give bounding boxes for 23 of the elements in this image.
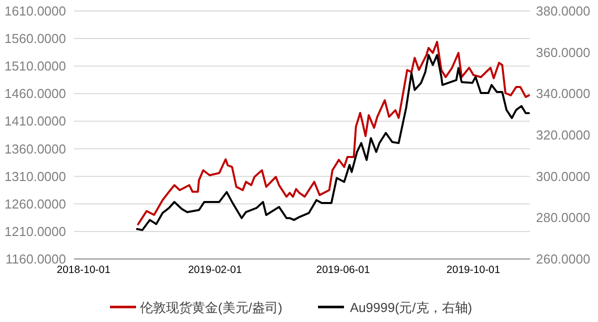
y2-tick-label: 320.0000	[536, 128, 590, 142]
y2-tick-label: 360.0000	[536, 44, 590, 60]
x-tick-label: 2019-02-01	[188, 264, 242, 276]
y-tick-label: 1610.0000	[4, 4, 66, 18]
y2-tick-label: 280.0000	[536, 210, 590, 226]
y2-tick-label: 260.0000	[536, 252, 590, 266]
y-tick-label: 1360.0000	[4, 141, 66, 156]
y-tick-label: 1210.0000	[4, 224, 66, 239]
x-tick-label: 2019-10-01	[446, 264, 500, 276]
legend-label: Au9999(元/克，右轴)	[350, 300, 472, 315]
y2-tick-label: 300.0000	[536, 168, 590, 184]
y-tick-label: 1260.0000	[4, 196, 66, 212]
x-tick-label: 2019-06-01	[316, 264, 370, 276]
y2-tick-label: 380.0000	[536, 4, 590, 18]
y-tick-label: 1460.0000	[4, 86, 66, 102]
y-tick-label: 1510.0000	[4, 58, 66, 74]
x-tick-label: 2018-10-01	[56, 264, 111, 276]
y2-tick-label: 340.0000	[536, 86, 590, 102]
y-tick-label: 1410.0000	[4, 114, 66, 129]
y-tick-label: 1560.0000	[4, 31, 66, 46]
y-tick-label: 1160.0000	[6, 252, 66, 266]
legend-label: 伦敦现货黄金(美元/盎司)	[140, 300, 282, 315]
y-tick-label: 1310.0000	[4, 168, 66, 184]
